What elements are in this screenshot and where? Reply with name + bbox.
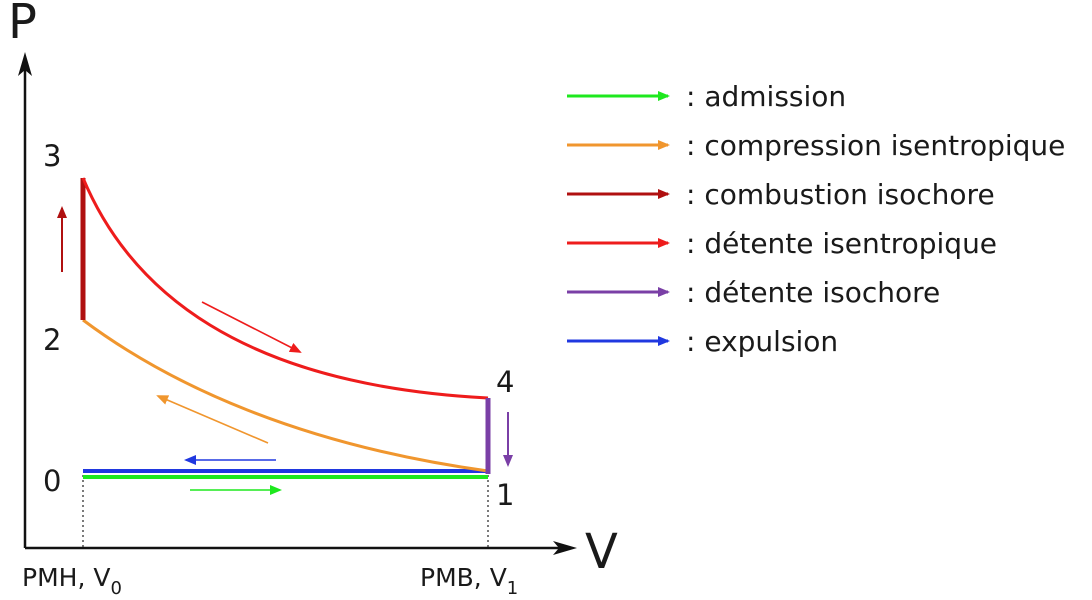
compression-direction-arrow	[156, 395, 269, 444]
legend-item-detente-isentropique: : détente isentropique	[567, 227, 997, 260]
detente-isentropique-direction-arrow	[201, 301, 302, 353]
legend-label-compression: : compression isentropique	[686, 129, 1065, 162]
legend-label-admission: : admission	[686, 80, 846, 113]
point-label-1: 1	[496, 478, 514, 512]
legend-item-detente-isochore: : détente isochore	[567, 276, 940, 309]
legend-item-compression: : compression isentropique	[567, 129, 1065, 162]
legend-label-combustion: : combustion isochore	[686, 178, 995, 211]
x-tick-pmh-subscript: 0	[110, 578, 121, 599]
legend-label-detente-isochore: : détente isochore	[686, 276, 940, 309]
legend-label-expulsion: : expulsion	[686, 325, 838, 358]
x-tick-pmh-main: PMH, V	[22, 563, 110, 592]
x-axis-label: V	[585, 524, 618, 580]
y-axis-label: P	[8, 0, 37, 50]
direction-arrows	[57, 206, 513, 495]
x-tick-pmb-subscript: 1	[507, 578, 518, 599]
x-tick-pmh: PMH, V0	[22, 563, 122, 599]
cycle-paths	[80, 177, 491, 479]
detente-isentropique-curve	[81, 177, 489, 400]
legend-item-combustion: : combustion isochore	[567, 178, 995, 211]
compression-curve	[82, 318, 489, 473]
point-label-3: 3	[43, 139, 61, 173]
x-tick-pmb: PMB, V1	[420, 563, 518, 599]
point-label-2: 2	[43, 323, 61, 357]
axes	[18, 52, 577, 555]
legend-item-expulsion: : expulsion	[567, 325, 838, 358]
legend-item-admission: : admission	[567, 80, 846, 113]
point-label-0: 0	[43, 464, 61, 498]
x-tick-pmb-main: PMB, V	[420, 563, 507, 592]
point-label-4: 4	[496, 365, 514, 399]
legend: : admission : compression isentropique :…	[567, 80, 1065, 358]
y-axis-arrowhead	[18, 52, 32, 76]
legend-label-detente-isentropique: : détente isentropique	[686, 227, 997, 260]
x-axis-arrowhead	[553, 541, 577, 555]
